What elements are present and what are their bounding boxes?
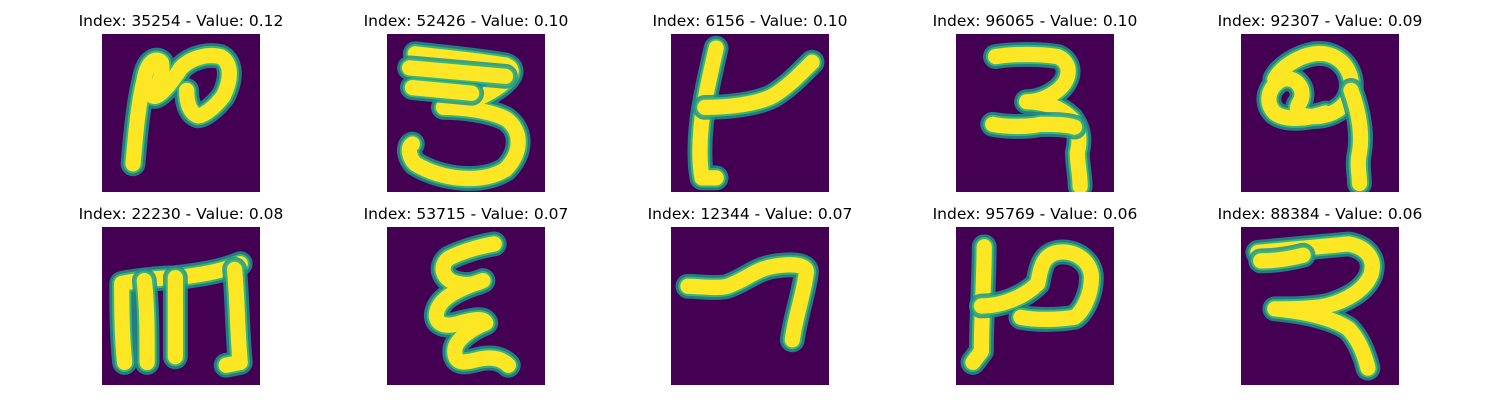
glyph-stroke (1261, 255, 1303, 261)
glyph-svg (956, 34, 1114, 192)
glyph-stroke (993, 124, 1075, 127)
digit-image (102, 227, 260, 385)
glyph-svg (102, 34, 260, 192)
glyph-svg (1241, 227, 1399, 385)
digit-image (102, 34, 260, 192)
digit-image (956, 227, 1114, 385)
sample-panel-9: Index: 95769 - Value: 0.06 (925, 205, 1145, 385)
glyph-svg (671, 227, 829, 385)
digit-image (387, 227, 545, 385)
glyph-svg (1241, 34, 1399, 192)
glyph-svg (671, 34, 829, 192)
sample-panel-5: Index: 92307 - Value: 0.09 (1210, 12, 1430, 192)
digit-image (1241, 227, 1399, 385)
sample-title: Index: 53715 - Value: 0.07 (356, 205, 576, 223)
digit-image (671, 227, 829, 385)
sample-title: Index: 12344 - Value: 0.07 (640, 205, 860, 223)
sample-title: Index: 92307 - Value: 0.09 (1210, 12, 1430, 30)
sample-title: Index: 35254 - Value: 0.12 (71, 12, 291, 30)
sample-panel-3: Index: 6156 - Value: 0.10 (640, 12, 860, 192)
sample-panel-10: Index: 88384 - Value: 0.06 (1210, 205, 1430, 385)
digit-image (387, 34, 545, 192)
glyph-svg (387, 34, 545, 192)
sample-panel-1: Index: 35254 - Value: 0.12 (71, 12, 291, 192)
sample-panel-8: Index: 12344 - Value: 0.07 (640, 205, 860, 385)
digit-image (1241, 34, 1399, 192)
sample-title: Index: 96065 - Value: 0.10 (925, 12, 1145, 30)
sample-title: Index: 6156 - Value: 0.10 (640, 12, 860, 30)
digit-image (671, 34, 829, 192)
sample-panel-4: Index: 96065 - Value: 0.10 (925, 12, 1145, 192)
glyph-svg (387, 227, 545, 385)
sample-title: Index: 52426 - Value: 0.10 (356, 12, 576, 30)
sample-panel-7: Index: 53715 - Value: 0.07 (356, 205, 576, 385)
sample-title: Index: 88384 - Value: 0.06 (1210, 205, 1430, 223)
glyph-svg (102, 227, 260, 385)
glyph-svg (956, 227, 1114, 385)
sample-title: Index: 22230 - Value: 0.08 (71, 205, 291, 223)
digit-image (956, 34, 1114, 192)
sample-title: Index: 95769 - Value: 0.06 (925, 205, 1145, 223)
sample-panel-6: Index: 22230 - Value: 0.08 (71, 205, 291, 385)
sample-panel-2: Index: 52426 - Value: 0.10 (356, 12, 576, 192)
